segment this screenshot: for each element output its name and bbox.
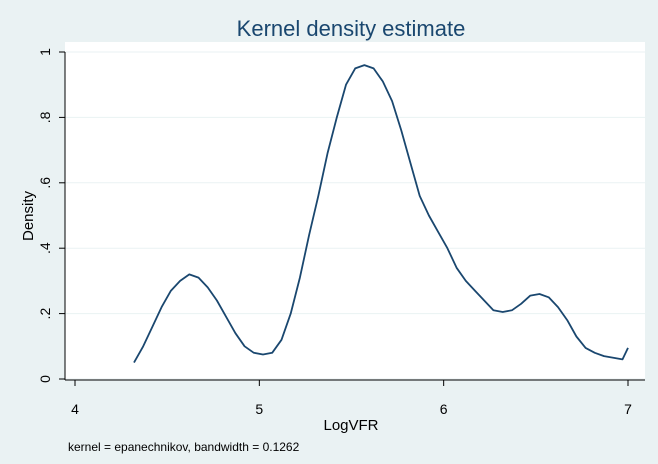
y-tick-label: .4 [37,242,53,254]
plot-area [65,42,645,380]
y-tick-label: 1 [37,48,53,56]
grid-lines [65,51,645,380]
x-tick-label: 6 [440,401,448,417]
x-tick-label: 4 [71,401,79,417]
y-tick-label: .2 [37,308,53,320]
x-axis-title: LogVFR [323,417,378,434]
y-axis-title: Density [20,190,37,241]
y-tick-label: 0 [37,375,53,383]
kernel-note: kernel = epanechnikov, bandwidth = 0.126… [68,440,300,454]
y-tick-label: .8 [37,111,53,123]
y-tick-label: .6 [37,177,53,189]
density-curve [133,64,629,364]
x-tick-label: 7 [624,401,632,417]
chart-title: Kernel density estimate [237,16,466,41]
axes: 0 .2 .4 .6 .8 1 4 5 6 7 [37,48,645,417]
x-tick-label: 5 [255,401,263,417]
